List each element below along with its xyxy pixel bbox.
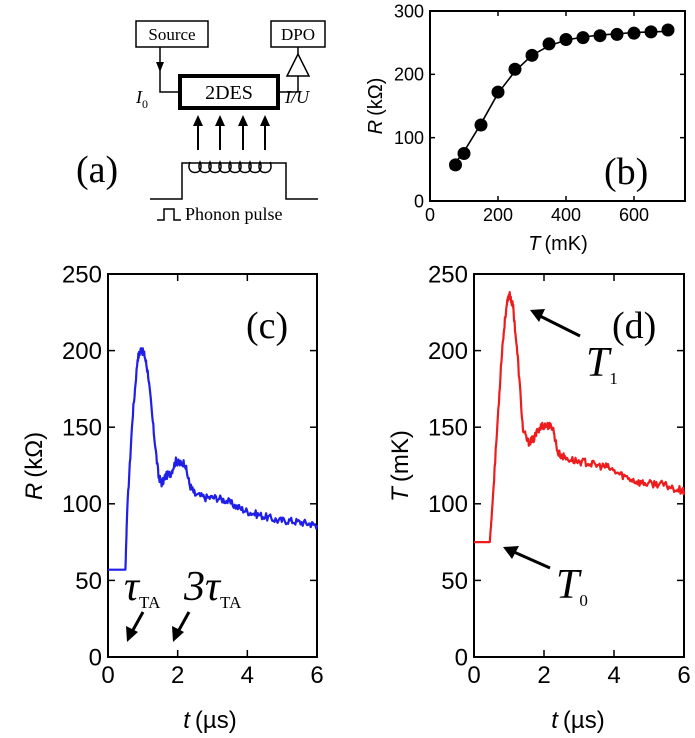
x-tick-label: 2 xyxy=(171,662,184,689)
data-point xyxy=(474,118,488,132)
data-point xyxy=(449,158,462,172)
data-point xyxy=(542,37,556,51)
x-tick-label: 0 xyxy=(467,662,480,689)
data-point xyxy=(525,48,539,62)
source-box xyxy=(135,20,209,48)
annotation-arrows-c xyxy=(126,611,191,642)
dpo-wire xyxy=(278,76,299,93)
y-tick-label: 150 xyxy=(62,415,102,442)
x-tick-label: 400 xyxy=(551,205,581,225)
panel-b-chart: 0 200 400 600 0 100 200 300 T (mK) R(kΩ) (b) xyxy=(365,1,686,255)
coil-icon xyxy=(188,160,272,174)
data-point xyxy=(491,85,505,99)
annotation-3tau: 3τTA xyxy=(183,564,242,612)
panel-a-schematic: Source DPO 2DES I0 I/U Phonon pulse (a) xyxy=(76,20,326,224)
plot-frame-b xyxy=(429,10,686,202)
y-tick-label: 300 xyxy=(394,1,424,21)
data-point xyxy=(610,27,624,41)
dpo-label: DPO xyxy=(281,25,315,44)
data-point xyxy=(593,29,607,43)
y-tick-label: 50 xyxy=(75,568,102,595)
plot-frame-c xyxy=(107,273,318,658)
y-tick-label: 200 xyxy=(394,65,424,85)
source-wire xyxy=(159,47,180,93)
x-tick-label: 0 xyxy=(425,205,435,225)
amplifier-icon xyxy=(285,52,311,77)
panel-b-letter: (b) xyxy=(604,151,648,193)
y-tick-label: 200 xyxy=(62,338,102,365)
y-tick-label: 50 xyxy=(441,568,468,595)
x-tick-label: 200 xyxy=(483,205,513,225)
x-tick-label: 6 xyxy=(677,662,690,689)
y-tick-label: 100 xyxy=(428,491,468,518)
data-points-b xyxy=(449,23,675,172)
source-label: Source xyxy=(148,25,195,44)
panel-a-letter: (a) xyxy=(76,149,118,191)
y-tick-label: 200 xyxy=(428,338,468,365)
axis-ticks-c: 0 2 4 6 0 50 100 150 200 250 xyxy=(62,261,324,689)
data-point xyxy=(559,33,573,46)
panel-d-letter: (d) xyxy=(612,305,656,347)
y-axis-label-c: R(kΩ) xyxy=(21,432,48,500)
data-point xyxy=(576,31,590,45)
series-line-d xyxy=(474,291,686,544)
series-line-c xyxy=(108,347,319,571)
x-tick-label: 2 xyxy=(537,662,550,689)
data-point xyxy=(627,26,641,40)
data-point xyxy=(457,147,471,160)
pulse-icon xyxy=(157,208,181,221)
x-tick-label: 6 xyxy=(310,662,323,689)
data-point xyxy=(661,23,675,37)
x-tick-label: 600 xyxy=(619,205,649,225)
panel-d-chart: 0 2 4 6 0 50 100 150 200 250 t (µs) T(mK) (d) T1 T… xyxy=(387,261,691,734)
device-label: 2DES xyxy=(205,82,253,104)
x-axis-label-c: t (µs) xyxy=(183,707,236,734)
y-tick-label: 0 xyxy=(89,644,102,671)
y-tick-label: 150 xyxy=(428,415,468,442)
x-axis-label-d: t (µs) xyxy=(551,707,604,734)
x-tick-label: 4 xyxy=(241,662,254,689)
y-axis-label-d: T(mK) xyxy=(387,430,414,502)
x-axis-label-b: T (mK) xyxy=(528,233,588,255)
data-point xyxy=(508,62,522,76)
data-point xyxy=(644,25,658,39)
y-tick-label: 250 xyxy=(62,261,102,288)
annotation-t1: T1 xyxy=(586,340,618,388)
y-tick-label: 0 xyxy=(455,644,468,671)
fit-curve-b xyxy=(449,30,669,170)
annotation-arrows-d xyxy=(503,309,581,570)
panel-c-letter: (c) xyxy=(246,305,288,347)
y-tick-label: 0 xyxy=(414,191,424,211)
readout-label: I/U xyxy=(284,87,310,107)
annotation-t0: T0 xyxy=(556,562,588,610)
annotation-tau: τTA xyxy=(124,564,161,612)
heater-outline xyxy=(150,162,318,200)
x-tick-label: 4 xyxy=(607,662,620,689)
source-arrow xyxy=(156,62,164,72)
y-tick-label: 100 xyxy=(62,491,102,518)
plot-frame-d xyxy=(473,273,685,658)
y-tick-label: 250 xyxy=(428,261,468,288)
x-tick-label: 0 xyxy=(101,662,114,689)
current-label: I0 xyxy=(135,87,148,111)
phonon-arrows xyxy=(193,115,270,150)
y-tick-label: 100 xyxy=(394,128,424,148)
axis-ticks-b: 0 200 400 600 0 100 200 300 xyxy=(394,1,685,225)
y-axis-label-b: R(kΩ) xyxy=(365,78,387,135)
axis-ticks-d: 0 2 4 6 0 50 100 150 200 250 xyxy=(428,261,691,689)
pulse-label: Phonon pulse xyxy=(185,204,283,224)
